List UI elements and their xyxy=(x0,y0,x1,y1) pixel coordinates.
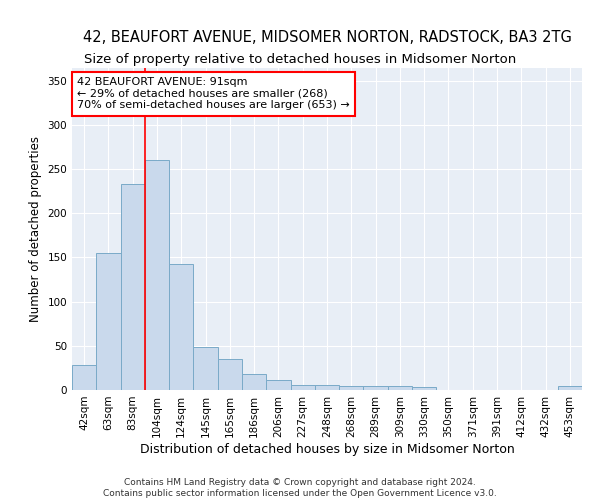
Title: 42, BEAUFORT AVENUE, MIDSOMER NORTON, RADSTOCK, BA3 2TG: 42, BEAUFORT AVENUE, MIDSOMER NORTON, RA… xyxy=(83,30,571,46)
Bar xyxy=(339,386,364,390)
Bar xyxy=(121,184,145,390)
Text: Size of property relative to detached houses in Midsomer Norton: Size of property relative to detached ho… xyxy=(84,52,516,66)
Bar xyxy=(266,380,290,390)
Bar xyxy=(218,359,242,390)
X-axis label: Distribution of detached houses by size in Midsomer Norton: Distribution of detached houses by size … xyxy=(140,442,514,456)
Bar xyxy=(558,386,582,390)
Bar xyxy=(242,374,266,390)
Bar xyxy=(193,346,218,390)
Text: Contains HM Land Registry data © Crown copyright and database right 2024.
Contai: Contains HM Land Registry data © Crown c… xyxy=(103,478,497,498)
Text: 42 BEAUFORT AVENUE: 91sqm
← 29% of detached houses are smaller (268)
70% of semi: 42 BEAUFORT AVENUE: 91sqm ← 29% of detac… xyxy=(77,77,350,110)
Y-axis label: Number of detached properties: Number of detached properties xyxy=(29,136,42,322)
Bar xyxy=(145,160,169,390)
Bar xyxy=(388,386,412,390)
Bar xyxy=(364,386,388,390)
Bar xyxy=(290,384,315,390)
Bar xyxy=(412,388,436,390)
Bar xyxy=(96,253,121,390)
Bar xyxy=(169,264,193,390)
Bar xyxy=(315,384,339,390)
Bar xyxy=(72,366,96,390)
